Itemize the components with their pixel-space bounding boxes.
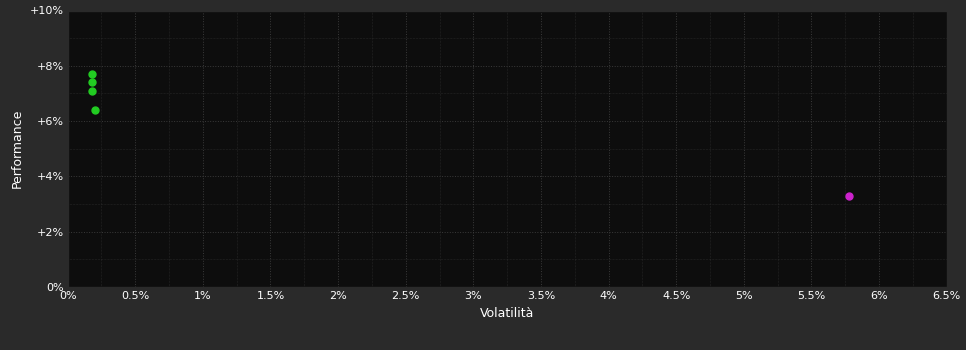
Point xyxy=(84,79,99,85)
Point xyxy=(84,71,99,77)
Point xyxy=(841,193,857,198)
Point xyxy=(87,107,102,113)
Y-axis label: Performance: Performance xyxy=(11,109,24,188)
Point xyxy=(84,88,99,93)
X-axis label: Volatilità: Volatilità xyxy=(480,307,534,320)
